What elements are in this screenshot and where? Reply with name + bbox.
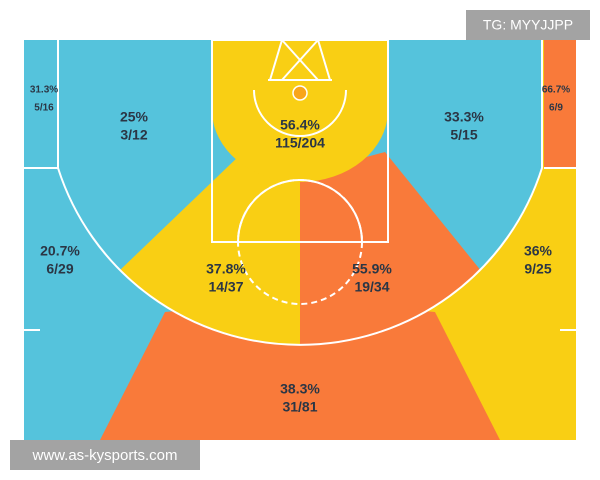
zone-shots: 115/204 (275, 135, 325, 151)
footer: www.as-kysports.com (31, 447, 177, 464)
zone-pct: 36% (524, 243, 553, 259)
zone-pct: 56.4% (280, 117, 320, 133)
top-three-zone (100, 300, 500, 440)
zone-shots: 14/37 (208, 279, 243, 295)
zone-shots: 5/16 (34, 103, 54, 114)
zone-shots: 6/29 (46, 261, 73, 277)
watermark: TG: MYYJJPP (483, 17, 573, 33)
watermark-box (466, 10, 590, 40)
footer-box (10, 440, 200, 470)
right-corner-zone (544, 40, 576, 168)
zone-pct: 20.7% (40, 243, 80, 259)
zone-shots: 19/34 (354, 279, 389, 295)
zone-pct: 33.3% (444, 109, 484, 125)
zone-pct: 37.8% (206, 261, 246, 277)
zone-shots: 31/81 (282, 399, 317, 415)
zone-pct: 66.7% (542, 85, 570, 96)
court-lines (24, 39, 576, 346)
zone-pct: 55.9% (352, 261, 392, 277)
zone-pct: 38.3% (280, 381, 320, 397)
zone-pct: 31.3% (30, 85, 58, 96)
zone-shots: 6/9 (549, 103, 563, 114)
restricted-zone (212, 40, 388, 182)
zone-shots: 3/12 (120, 127, 147, 143)
zone-pct: 25% (120, 109, 149, 125)
zone-shots: 5/15 (450, 127, 477, 143)
zone-shots: 9/25 (524, 261, 551, 277)
